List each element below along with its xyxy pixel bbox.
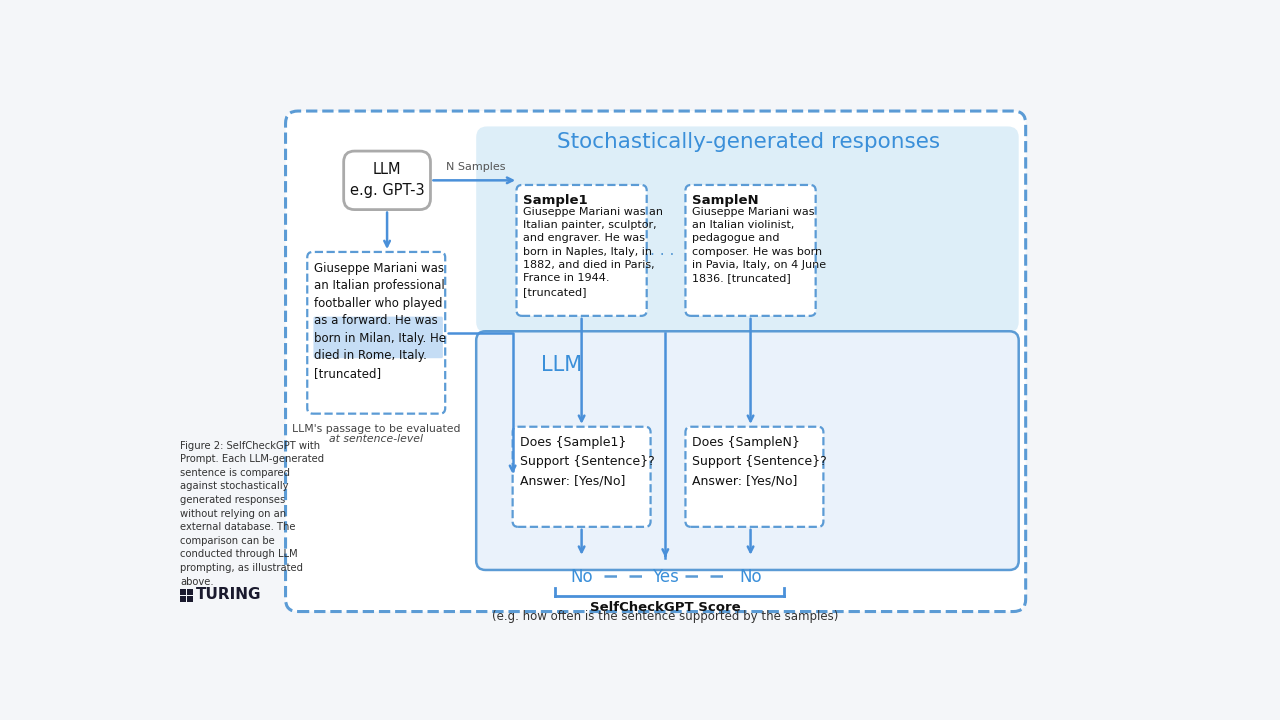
Bar bbox=[187, 589, 192, 595]
Text: Stochastically-generated responses: Stochastically-generated responses bbox=[557, 132, 941, 152]
FancyBboxPatch shape bbox=[476, 127, 1019, 333]
Text: Sample1: Sample1 bbox=[524, 194, 588, 207]
Text: SelfCheckGPT Score: SelfCheckGPT Score bbox=[590, 600, 741, 613]
Text: LLM
e.g. GPT-3: LLM e.g. GPT-3 bbox=[349, 162, 425, 198]
FancyBboxPatch shape bbox=[307, 252, 445, 414]
Text: Yes: Yes bbox=[652, 567, 678, 585]
Bar bbox=[187, 596, 192, 601]
Text: LLM's passage to be evaluated: LLM's passage to be evaluated bbox=[292, 423, 461, 433]
Text: Does {Sample1}
Support {Sentence}?
Answer: [Yes/No]: Does {Sample1} Support {Sentence}? Answe… bbox=[520, 436, 654, 488]
FancyBboxPatch shape bbox=[517, 185, 646, 316]
FancyBboxPatch shape bbox=[285, 111, 1025, 611]
Text: No: No bbox=[571, 567, 593, 585]
Text: Giuseppe Mariani was an
Italian painter, sculptor,
and engraver. He was
born in : Giuseppe Mariani was an Italian painter,… bbox=[524, 207, 663, 297]
Text: Giuseppe Mariani was
an Italian professional
footballer who played
as a forward.: Giuseppe Mariani was an Italian professi… bbox=[314, 262, 447, 380]
Text: SampleN: SampleN bbox=[692, 194, 759, 207]
Text: (e.g. how often is the sentence supported by the samples): (e.g. how often is the sentence supporte… bbox=[492, 610, 838, 623]
Text: TURING: TURING bbox=[196, 588, 261, 603]
Text: . . .: . . . bbox=[650, 243, 675, 258]
Text: at sentence-level: at sentence-level bbox=[329, 434, 424, 444]
Text: Giuseppe Mariani was
an Italian violinist,
pedagogue and
composer. He was born
i: Giuseppe Mariani was an Italian violinis… bbox=[692, 207, 827, 283]
Text: LLM: LLM bbox=[541, 355, 582, 375]
Text: No: No bbox=[740, 567, 762, 585]
Text: Figure 2: SelfCheckGPT with
Prompt. Each LLM-generated
sentence is compared
agai: Figure 2: SelfCheckGPT with Prompt. Each… bbox=[180, 441, 324, 587]
Text: Does {SampleN}
Support {Sentence}?
Answer: [Yes/No]: Does {SampleN} Support {Sentence}? Answe… bbox=[692, 436, 827, 488]
FancyBboxPatch shape bbox=[343, 151, 430, 210]
FancyBboxPatch shape bbox=[314, 317, 443, 359]
FancyBboxPatch shape bbox=[512, 427, 650, 527]
FancyBboxPatch shape bbox=[686, 185, 815, 316]
Text: N Samples: N Samples bbox=[445, 162, 506, 172]
Bar bbox=[180, 589, 186, 595]
FancyBboxPatch shape bbox=[476, 331, 1019, 570]
Bar bbox=[180, 596, 186, 601]
FancyBboxPatch shape bbox=[686, 427, 823, 527]
